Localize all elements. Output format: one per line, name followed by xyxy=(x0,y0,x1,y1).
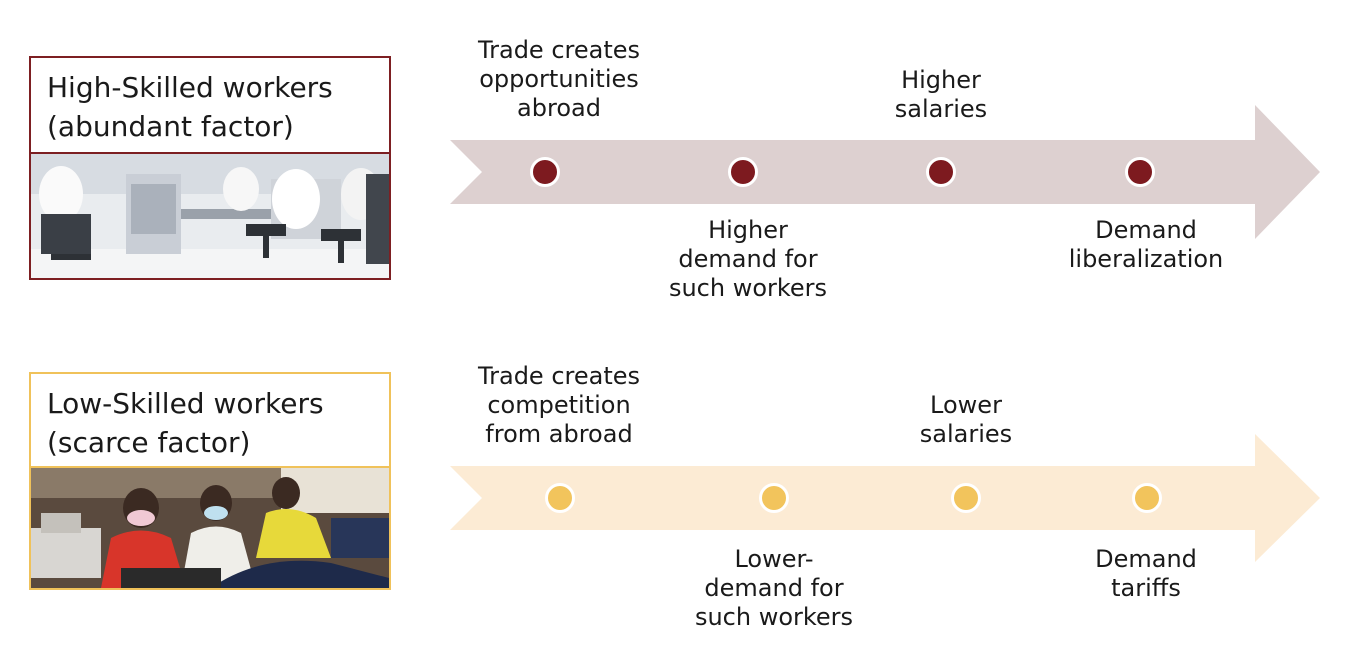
high-skilled-title: High-Skilled workers (abundant factor) xyxy=(31,58,389,154)
lab-workers-photo xyxy=(31,154,389,278)
low-step-2-dot xyxy=(759,483,789,513)
high-step-2-label: Higher demand for such workers xyxy=(668,216,828,302)
high-step-4-dot xyxy=(1125,157,1155,187)
low-step-1-dot xyxy=(545,483,575,513)
high-step-4-label: Demand liberalization xyxy=(1068,216,1224,273)
low-skilled-panel: Low-Skilled workers (scarce factor) xyxy=(29,372,391,590)
high-skilled-process-arrow xyxy=(450,105,1320,239)
low-skilled-title-line2: (scarce factor) xyxy=(47,426,251,459)
high-skilled-title-line1: High-Skilled workers xyxy=(47,71,333,104)
high-step-3-label: Higher salaries xyxy=(894,66,988,123)
high-step-1-label: Trade creates opportunities abroad xyxy=(477,36,641,122)
low-step-3-dot xyxy=(951,483,981,513)
low-skilled-title-line1: Low-Skilled workers xyxy=(47,387,324,420)
high-skilled-title-line2: (abundant factor) xyxy=(47,110,294,143)
low-step-3-label: Lower salaries xyxy=(919,391,1013,448)
low-skilled-title: Low-Skilled workers (scarce factor) xyxy=(31,374,389,468)
low-step-1-label: Trade creates competition from abroad xyxy=(477,362,641,448)
high-step-1-dot xyxy=(530,157,560,187)
low-skilled-process-arrow xyxy=(450,434,1320,562)
garment-workers-photo xyxy=(31,468,389,588)
high-step-2-dot xyxy=(728,157,758,187)
low-step-4-dot xyxy=(1132,483,1162,513)
high-skilled-panel: High-Skilled workers (abundant factor) xyxy=(29,56,391,280)
low-step-4-label: Demand tariffs xyxy=(1095,545,1197,602)
high-step-3-dot xyxy=(926,157,956,187)
low-step-2-label: Lower- demand for such workers xyxy=(694,545,854,631)
